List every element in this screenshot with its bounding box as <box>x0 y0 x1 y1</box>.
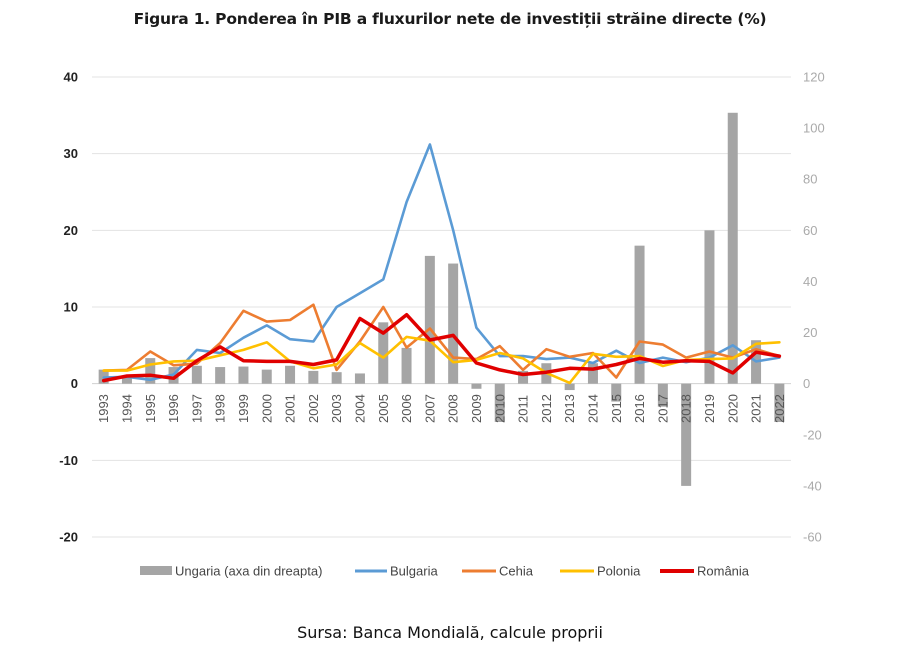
x-axis: 1993 1994 1995 1996 1997 1998 1999 2000 2001 2002… <box>96 394 787 423</box>
x-tick-label: 2021 <box>749 394 764 423</box>
y-right-tick-label: 20 <box>803 325 817 340</box>
bar-series-ungaria <box>98 112 785 486</box>
bar-ungaria-2008 <box>448 263 459 384</box>
legend-label: Bulgaria <box>390 564 438 579</box>
legend-label: Cehia <box>499 564 534 579</box>
bar-ungaria-2016 <box>634 245 645 384</box>
bar-ungaria-2005 <box>378 322 389 384</box>
y-right-tick-label: 120 <box>803 70 825 85</box>
bar-ungaria-1994 <box>121 377 132 384</box>
x-tick-label: 2002 <box>306 394 321 423</box>
legend-item: Ungaria (axa din dreapta) <box>140 564 322 579</box>
x-tick-label: 2001 <box>283 394 298 423</box>
x-tick-label: 2018 <box>679 394 694 423</box>
legend: Ungaria (axa din dreapta) Bulgaria Cehia Po… <box>140 564 750 579</box>
x-tick-label: 2004 <box>352 394 367 423</box>
y-right-tick-label: 60 <box>803 223 817 238</box>
y-right-tick-label: 0 <box>803 376 810 391</box>
x-tick-label: 1998 <box>213 394 228 423</box>
x-tick-label: 2013 <box>562 394 577 423</box>
x-tick-label: 2007 <box>422 394 437 423</box>
x-tick-label: 2000 <box>259 394 274 423</box>
bar-ungaria-2011 <box>518 370 529 384</box>
x-tick-label: 2003 <box>329 394 344 423</box>
x-tick-label: 2019 <box>702 394 717 423</box>
line-polonia <box>102 335 781 385</box>
line-cehia <box>102 303 781 379</box>
x-tick-label: 2011 <box>516 395 531 423</box>
y-left-tick-label: 10 <box>64 300 78 315</box>
y-right-tick-label: -40 <box>803 478 822 493</box>
x-tick-label: 2008 <box>446 394 461 423</box>
bar-ungaria-2010 <box>494 383 505 422</box>
y-axis-left: 40 30 20 10 0 -10 -20 <box>59 70 78 545</box>
source-note: Sursa: Banca Mondială, calcule proprii <box>297 623 603 642</box>
legend-item: România <box>660 564 750 579</box>
x-tick-label: 1996 <box>166 394 181 423</box>
y-left-tick-label: 40 <box>64 70 78 85</box>
x-tick-label: 2009 <box>469 394 484 423</box>
bar-ungaria-2000 <box>261 369 272 384</box>
x-tick-label: 2005 <box>376 394 391 423</box>
bar-ungaria-2007 <box>424 255 435 384</box>
bar-ungaria-2020 <box>727 112 738 384</box>
y-left-tick-label: 20 <box>64 223 78 238</box>
x-tick-label: 2010 <box>492 394 507 423</box>
legend-swatch <box>140 566 172 575</box>
x-tick-label: 2015 <box>609 394 624 423</box>
bar-ungaria-1999 <box>238 366 249 384</box>
legend-label: Ungaria (axa din dreapta) <box>175 564 322 579</box>
bar-ungaria-2004 <box>354 373 365 384</box>
bar-ungaria-2019 <box>704 230 715 384</box>
legend-item: Polonia <box>560 564 641 579</box>
line-series <box>101 143 782 385</box>
x-tick-label: 1997 <box>189 394 204 423</box>
legend-label: Polonia <box>597 564 641 579</box>
x-tick-label: 2022 <box>772 394 787 423</box>
bar-ungaria-2013 <box>564 383 575 391</box>
x-tick-label: 2017 <box>655 394 670 423</box>
y-right-tick-label: 80 <box>803 172 817 187</box>
legend-item: Cehia <box>462 564 534 579</box>
bar-ungaria-1998 <box>215 367 226 384</box>
bar-ungaria-2015 <box>611 383 622 402</box>
x-tick-label: 1994 <box>119 394 134 423</box>
bar-ungaria-2006 <box>401 347 412 384</box>
x-tick-label: 1993 <box>96 394 111 423</box>
y-left-tick-label: 0 <box>71 376 78 391</box>
y-axis-right: 120 100 80 60 40 20 0 -20 -40 -60 <box>803 70 825 545</box>
bar-ungaria-2001 <box>285 365 296 384</box>
y-right-tick-label: -60 <box>803 530 822 545</box>
gridlines <box>92 76 791 538</box>
legend-label: România <box>697 564 750 579</box>
y-left-tick-label: -20 <box>59 530 78 545</box>
x-tick-label: 2016 <box>632 394 647 423</box>
x-tick-label: 2012 <box>539 394 554 423</box>
x-tick-label: 1999 <box>236 394 251 423</box>
x-tick-label: 1995 <box>143 394 158 423</box>
bar-ungaria-2002 <box>308 370 319 384</box>
y-left-tick-label: 30 <box>64 146 78 161</box>
bar-ungaria-1995 <box>145 358 156 384</box>
x-tick-label: 2006 <box>399 394 414 423</box>
bar-ungaria-2014 <box>587 363 598 384</box>
x-tick-label: 2020 <box>725 394 740 423</box>
bar-ungaria-2018 <box>681 383 692 486</box>
bar-ungaria-2022 <box>774 383 785 422</box>
bar-ungaria-1997 <box>191 365 202 384</box>
y-left-tick-label: -10 <box>59 453 78 468</box>
line-bulgaria <box>102 143 781 382</box>
chart-title: Figura 1. Ponderea în PIB a fluxurilor n… <box>133 10 767 28</box>
bar-ungaria-2017 <box>657 383 668 407</box>
line-romnia <box>101 312 782 383</box>
y-right-tick-label: 40 <box>803 274 817 289</box>
bar-ungaria-2009 <box>471 383 482 389</box>
y-right-tick-label: -20 <box>803 427 822 442</box>
bar-ungaria-2003 <box>331 372 342 384</box>
x-tick-label: 2014 <box>585 394 600 423</box>
y-right-tick-label: 100 <box>803 121 825 136</box>
legend-item: Bulgaria <box>355 564 438 579</box>
